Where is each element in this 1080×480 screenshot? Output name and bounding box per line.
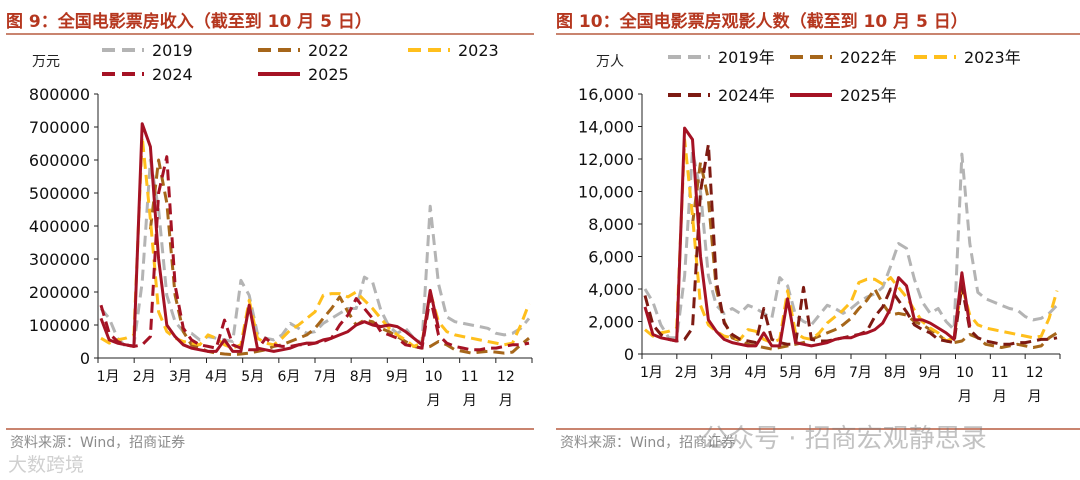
left-x-tick-label: 1月 xyxy=(97,369,120,385)
right-series-line-3 xyxy=(643,142,1058,346)
wechat-watermark: 公众号 · 招商宏观静思录 xyxy=(702,424,987,454)
right-y-tick-label: 0 xyxy=(624,345,634,364)
left-series-line-4 xyxy=(99,122,440,353)
left-y-tick-label: 100000 xyxy=(29,316,90,335)
left-x-tick-label: 6月 xyxy=(277,369,300,385)
left-y-unit-label: 万元 xyxy=(32,54,60,70)
right-legend-label-0: 2019年 xyxy=(718,48,775,67)
left-x-tick-label: 4月 xyxy=(205,369,228,385)
right-x-tick-label: 5月 xyxy=(779,365,802,381)
right-series-line-0 xyxy=(643,149,1059,340)
source-note-right: 资料来源：Wind，招商证券 xyxy=(560,435,736,451)
right-x-tick-label: 月 xyxy=(958,389,972,405)
left-x-tick-label: 2月 xyxy=(133,369,156,385)
right-x-tick-label: 3月 xyxy=(710,365,733,381)
right-x-tick-label: 2月 xyxy=(675,365,698,381)
right-legend-label-1: 2022年 xyxy=(840,48,897,67)
chart-title-left: 图 9：全国电影票房收入（截至到 10 月 5 日） xyxy=(6,12,372,32)
left-series-line-2 xyxy=(100,135,531,350)
left-x-tick-label: 11 xyxy=(461,369,479,385)
brand-logo-watermark: 大数跨境 xyxy=(8,454,85,476)
left-y-tick-label: 300000 xyxy=(29,250,90,269)
right-x-tick-label: 11 xyxy=(991,365,1009,381)
right-y-tick-label: 16,000 xyxy=(578,85,634,104)
left-x-tick-label: 5月 xyxy=(241,369,264,385)
right-legend-label-2: 2023年 xyxy=(964,48,1021,67)
admissions-chart: 万人 16,000 14,000 12,000 10,000 8,000 6,000 4,00… xyxy=(578,48,1061,405)
left-y-tick-label: 200000 xyxy=(29,283,90,302)
right-x-tick-label: 6月 xyxy=(814,365,837,381)
right-series-line-4 xyxy=(643,126,972,348)
title-rule-left xyxy=(6,33,534,35)
left-legend-label-0: 2019 xyxy=(152,41,193,60)
left-x-tick-label: 9月 xyxy=(386,369,409,385)
right-legend-label-3: 2024年 xyxy=(718,86,775,105)
source-note-left: 资料来源：Wind，招商证券 xyxy=(10,435,186,451)
right-x-tick-label: 1月 xyxy=(640,365,663,381)
chart-panel-left: 图 9：全国电影票房收入（截至到 10 月 5 日） 万元 800000 70000… xyxy=(6,0,536,480)
left-legend-label-1: 2022 xyxy=(308,41,349,60)
right-x-tick-label: 9月 xyxy=(919,365,942,381)
right-series-line-1 xyxy=(691,160,1058,351)
right-legend-label-4: 2025年 xyxy=(840,86,897,105)
right-x-tick-label: 4月 xyxy=(744,365,767,381)
right-y-tick-label: 4,000 xyxy=(588,280,634,299)
left-legend-label-2: 2023 xyxy=(458,41,499,60)
left-y-tick-label: 600000 xyxy=(29,151,90,170)
left-x-tick-label: 12 xyxy=(497,369,515,385)
box-office-revenue-chart: 万元 800000 700000 600000 500000 400000 300000 20… xyxy=(29,41,533,409)
right-x-tick-label: 7月 xyxy=(849,365,872,381)
source-rule-left xyxy=(6,428,534,430)
right-y-tick-label: 2,000 xyxy=(588,313,634,332)
right-y-tick-label: 12,000 xyxy=(578,150,634,169)
source-rule-right xyxy=(556,428,1080,430)
chart-panel-right: 图 10：全国电影票房观影人数（截至到 10 月 5 日） 万人 16,000 14… xyxy=(556,0,1080,480)
right-x-tick-label: 8月 xyxy=(884,365,907,381)
left-legend-label-4: 2025 xyxy=(308,65,349,84)
right-x-tick-label: 月 xyxy=(1028,389,1042,405)
right-y-unit-label: 万人 xyxy=(596,54,624,70)
right-y-tick-label: 6,000 xyxy=(588,248,634,267)
left-x-tick-label: 月 xyxy=(427,393,441,409)
title-rule-right xyxy=(556,33,1080,35)
left-x-tick-label: 8月 xyxy=(350,369,373,385)
left-x-tick-label: 7月 xyxy=(314,369,337,385)
left-y-tick-label: 400000 xyxy=(29,217,90,236)
left-legend-label-3: 2024 xyxy=(152,65,193,84)
left-y-tick-label: 800000 xyxy=(29,85,90,104)
right-x-tick-label: 月 xyxy=(993,389,1007,405)
left-y-tick-label: 500000 xyxy=(29,184,90,203)
chart-title-right: 图 10：全国电影票房观影人数（截至到 10 月 5 日） xyxy=(556,12,968,32)
right-y-tick-label: 14,000 xyxy=(578,118,634,137)
right-y-tick-label: 10,000 xyxy=(578,183,634,202)
left-y-tick-label: 0 xyxy=(80,349,90,368)
right-y-tick-label: 8,000 xyxy=(588,215,634,234)
right-x-tick-label: 12 xyxy=(1026,365,1044,381)
right-x-tick-label: 10 xyxy=(956,365,974,381)
left-x-tick-label: 10 xyxy=(425,369,443,385)
left-series-line-0 xyxy=(99,158,531,348)
left-x-tick-label: 3月 xyxy=(169,369,192,385)
left-x-tick-label: 月 xyxy=(499,393,513,409)
left-y-tick-label: 700000 xyxy=(29,118,90,137)
left-x-tick-label: 月 xyxy=(463,393,477,409)
